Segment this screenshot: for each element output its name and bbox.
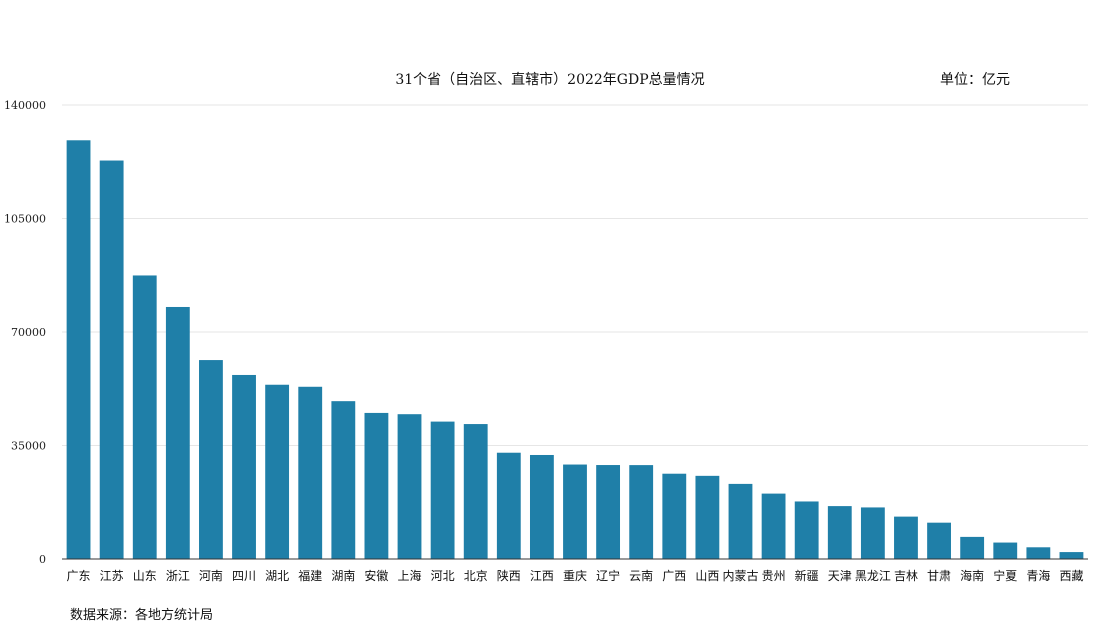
bar: [728, 483, 753, 559]
x-category-label: 陕西: [497, 568, 521, 583]
bar: [1026, 547, 1051, 559]
x-category-label: 湖南: [331, 568, 355, 583]
x-category-label: 新疆: [795, 568, 819, 583]
bar: [298, 386, 323, 559]
x-category-label: 河北: [431, 569, 455, 583]
x-category-label: 山西: [695, 569, 719, 583]
bar: [860, 507, 885, 559]
bar: [99, 160, 124, 559]
bar: [66, 140, 91, 559]
bar: [629, 465, 654, 559]
bar: [199, 360, 223, 559]
bar: [132, 275, 157, 559]
source-note: 数据来源：各地方统计局: [70, 608, 214, 623]
y-tick-label: 140000: [4, 99, 46, 112]
x-category-label: 福建: [298, 568, 322, 583]
bar: [827, 506, 852, 559]
y-tick-labels: 0 35000 70000 105000 140000: [4, 99, 46, 566]
x-category-label: 安徽: [364, 568, 388, 583]
x-category-label: 重庆: [563, 569, 587, 583]
bar: [960, 536, 985, 559]
bar: [993, 542, 1018, 559]
x-category-label: 西藏: [1059, 569, 1083, 583]
x-category-label: 北京: [464, 569, 488, 583]
bar: [397, 414, 422, 559]
bar: [496, 452, 521, 559]
bar: [662, 473, 687, 559]
bar: [165, 306, 190, 559]
bar: [596, 465, 621, 559]
x-category-label: 甘肃: [927, 569, 951, 583]
x-category-label: 云南: [629, 568, 653, 583]
y-tick-label: 70000: [11, 326, 46, 339]
bar: [695, 475, 720, 559]
bar: [563, 464, 587, 559]
bar: [331, 401, 356, 559]
x-category-label: 山东: [133, 569, 157, 583]
x-category-label: 海南: [960, 568, 984, 583]
x-category-label: 宁夏: [993, 568, 1017, 583]
x-category-label: 贵州: [762, 569, 786, 583]
bar: [794, 501, 819, 559]
bar: [927, 522, 951, 559]
bar: [463, 424, 488, 559]
x-category-label: 江西: [530, 569, 554, 583]
bar: [529, 454, 554, 559]
x-category-label: 青海: [1026, 568, 1050, 583]
x-category-label: 广东: [67, 569, 91, 583]
x-category-label: 辽宁: [596, 568, 620, 583]
bar: [265, 384, 290, 559]
bars: [66, 140, 1084, 559]
y-tick-label: 105000: [4, 213, 46, 226]
x-category-label: 河南: [199, 568, 223, 583]
x-category-label: 四川: [232, 569, 256, 583]
y-tick-label: 35000: [11, 440, 46, 453]
x-category-label: 上海: [398, 568, 422, 583]
bar: [761, 493, 786, 559]
bar: [894, 516, 918, 559]
x-category-label: 浙江: [166, 569, 190, 583]
bar: [364, 412, 389, 559]
bar: [1059, 552, 1084, 559]
x-category-label: 黑龙江: [855, 569, 891, 583]
x-category-label: 江苏: [100, 569, 124, 583]
x-category-labels: 广东 江苏 山东 浙江 河南 四川 湖北 福建 湖南 安徽 上海 河北 北京 陕西 江西 重庆 辽宁 云南 广西 山西…: [67, 568, 1084, 583]
x-category-label: 内蒙古: [722, 568, 758, 583]
x-category-label: 天津: [828, 569, 852, 583]
unit-label: 单位：亿元: [940, 72, 1010, 88]
bar: [232, 374, 256, 559]
x-category-label: 吉林: [894, 569, 918, 583]
x-category-label: 湖北: [265, 568, 289, 583]
bar: [430, 421, 455, 559]
y-tick-label: 0: [39, 553, 46, 566]
chart-title: 31个省（自治区、直辖市）2022年GDP总量情况: [395, 72, 705, 88]
x-category-label: 广西: [662, 569, 686, 583]
